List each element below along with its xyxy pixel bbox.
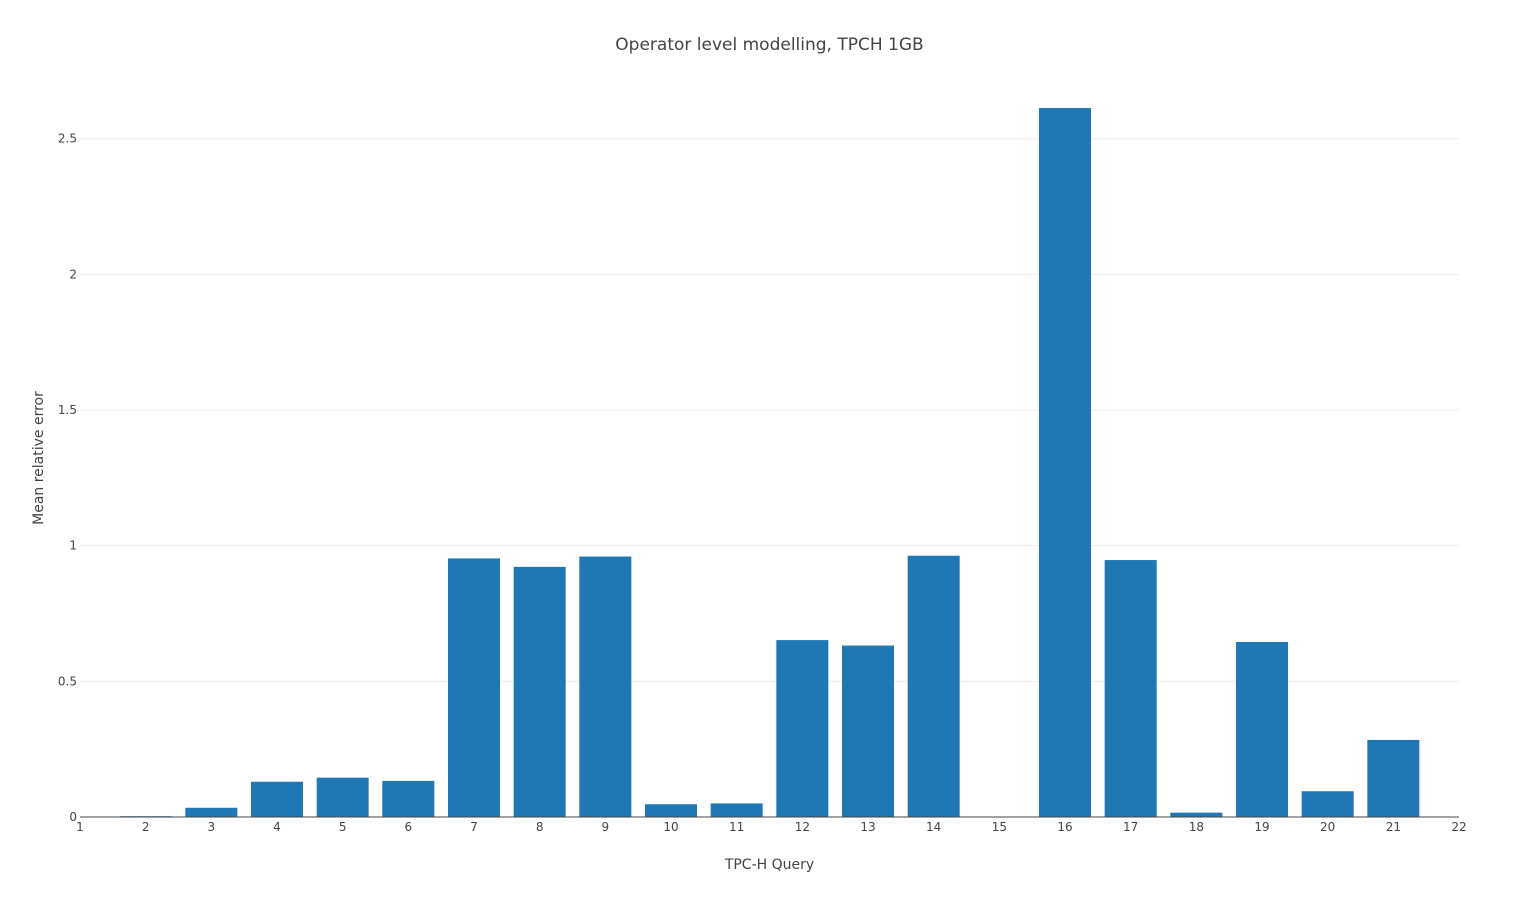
x-tick-label: 19 (1254, 820, 1269, 834)
bar-query-6[interactable] (382, 780, 435, 817)
x-tick-label: 13 (860, 820, 875, 834)
x-axis-title: TPC-H Query (724, 857, 814, 873)
x-tick-label: 17 (1123, 820, 1138, 834)
bars (119, 108, 1420, 817)
bar-query-7[interactable] (448, 558, 500, 817)
chart-title: Operator level modelling, TPCH 1GB (615, 35, 923, 55)
x-tick-label: 10 (663, 820, 678, 834)
y-tick-label: 1 (69, 539, 77, 553)
x-tick-label: 8 (536, 820, 544, 834)
y-tick-label: 2 (69, 267, 77, 281)
x-tick-label: 6 (405, 820, 413, 834)
bar-query-12[interactable] (776, 640, 829, 817)
y-tick-label: 2.5 (58, 132, 77, 146)
x-tick-label: 2 (142, 820, 150, 834)
x-tick-label: 9 (602, 820, 610, 834)
y-tick-label: 1.5 (58, 403, 77, 417)
bar-query-13[interactable] (842, 645, 894, 817)
x-tick-label: 15 (992, 820, 1007, 834)
gridlines (80, 138, 1459, 682)
y-tick-label: 0.5 (58, 674, 77, 688)
x-tick-label: 20 (1320, 820, 1335, 834)
bar-query-21[interactable] (1367, 739, 1420, 817)
x-tick-label: 22 (1451, 820, 1466, 834)
bar-query-9[interactable] (579, 556, 632, 817)
x-tick-label: 16 (1057, 820, 1072, 834)
x-axis-ticks: 1 2 3 4 5 6 7 8 9 10 11 12 13 14 15 16 17 18 19 20 21 22 (76, 820, 1466, 834)
y-axis-ticks: 0 0.5 1 1.5 2 2.5 (58, 132, 77, 824)
x-tick-label: 18 (1189, 820, 1204, 834)
x-tick-label: 5 (339, 820, 347, 834)
bar-query-20[interactable] (1301, 791, 1354, 817)
x-tick-label: 7 (470, 820, 478, 834)
x-tick-label: 14 (926, 820, 941, 834)
bar-query-10[interactable] (645, 804, 697, 817)
bar-query-8[interactable] (513, 566, 566, 817)
y-axis-title: Mean relative error (31, 391, 47, 525)
x-tick-label: 11 (729, 820, 744, 834)
x-tick-label: 4 (273, 820, 281, 834)
bar-query-11[interactable] (710, 803, 763, 817)
bar-query-5[interactable] (316, 777, 369, 817)
bar-query-17[interactable] (1104, 560, 1157, 817)
x-tick-label: 1 (76, 820, 84, 834)
bar-query-14[interactable] (907, 555, 960, 817)
bar-query-19[interactable] (1236, 641, 1288, 817)
bar-query-16[interactable] (1039, 108, 1091, 817)
bar-query-3[interactable] (185, 807, 238, 817)
x-tick-label: 21 (1386, 820, 1401, 834)
x-tick-label: 12 (795, 820, 810, 834)
y-tick-label: 0 (69, 810, 77, 824)
bar-query-4[interactable] (251, 781, 303, 817)
bar-query-18[interactable] (1170, 812, 1223, 817)
x-tick-label: 3 (208, 820, 216, 834)
